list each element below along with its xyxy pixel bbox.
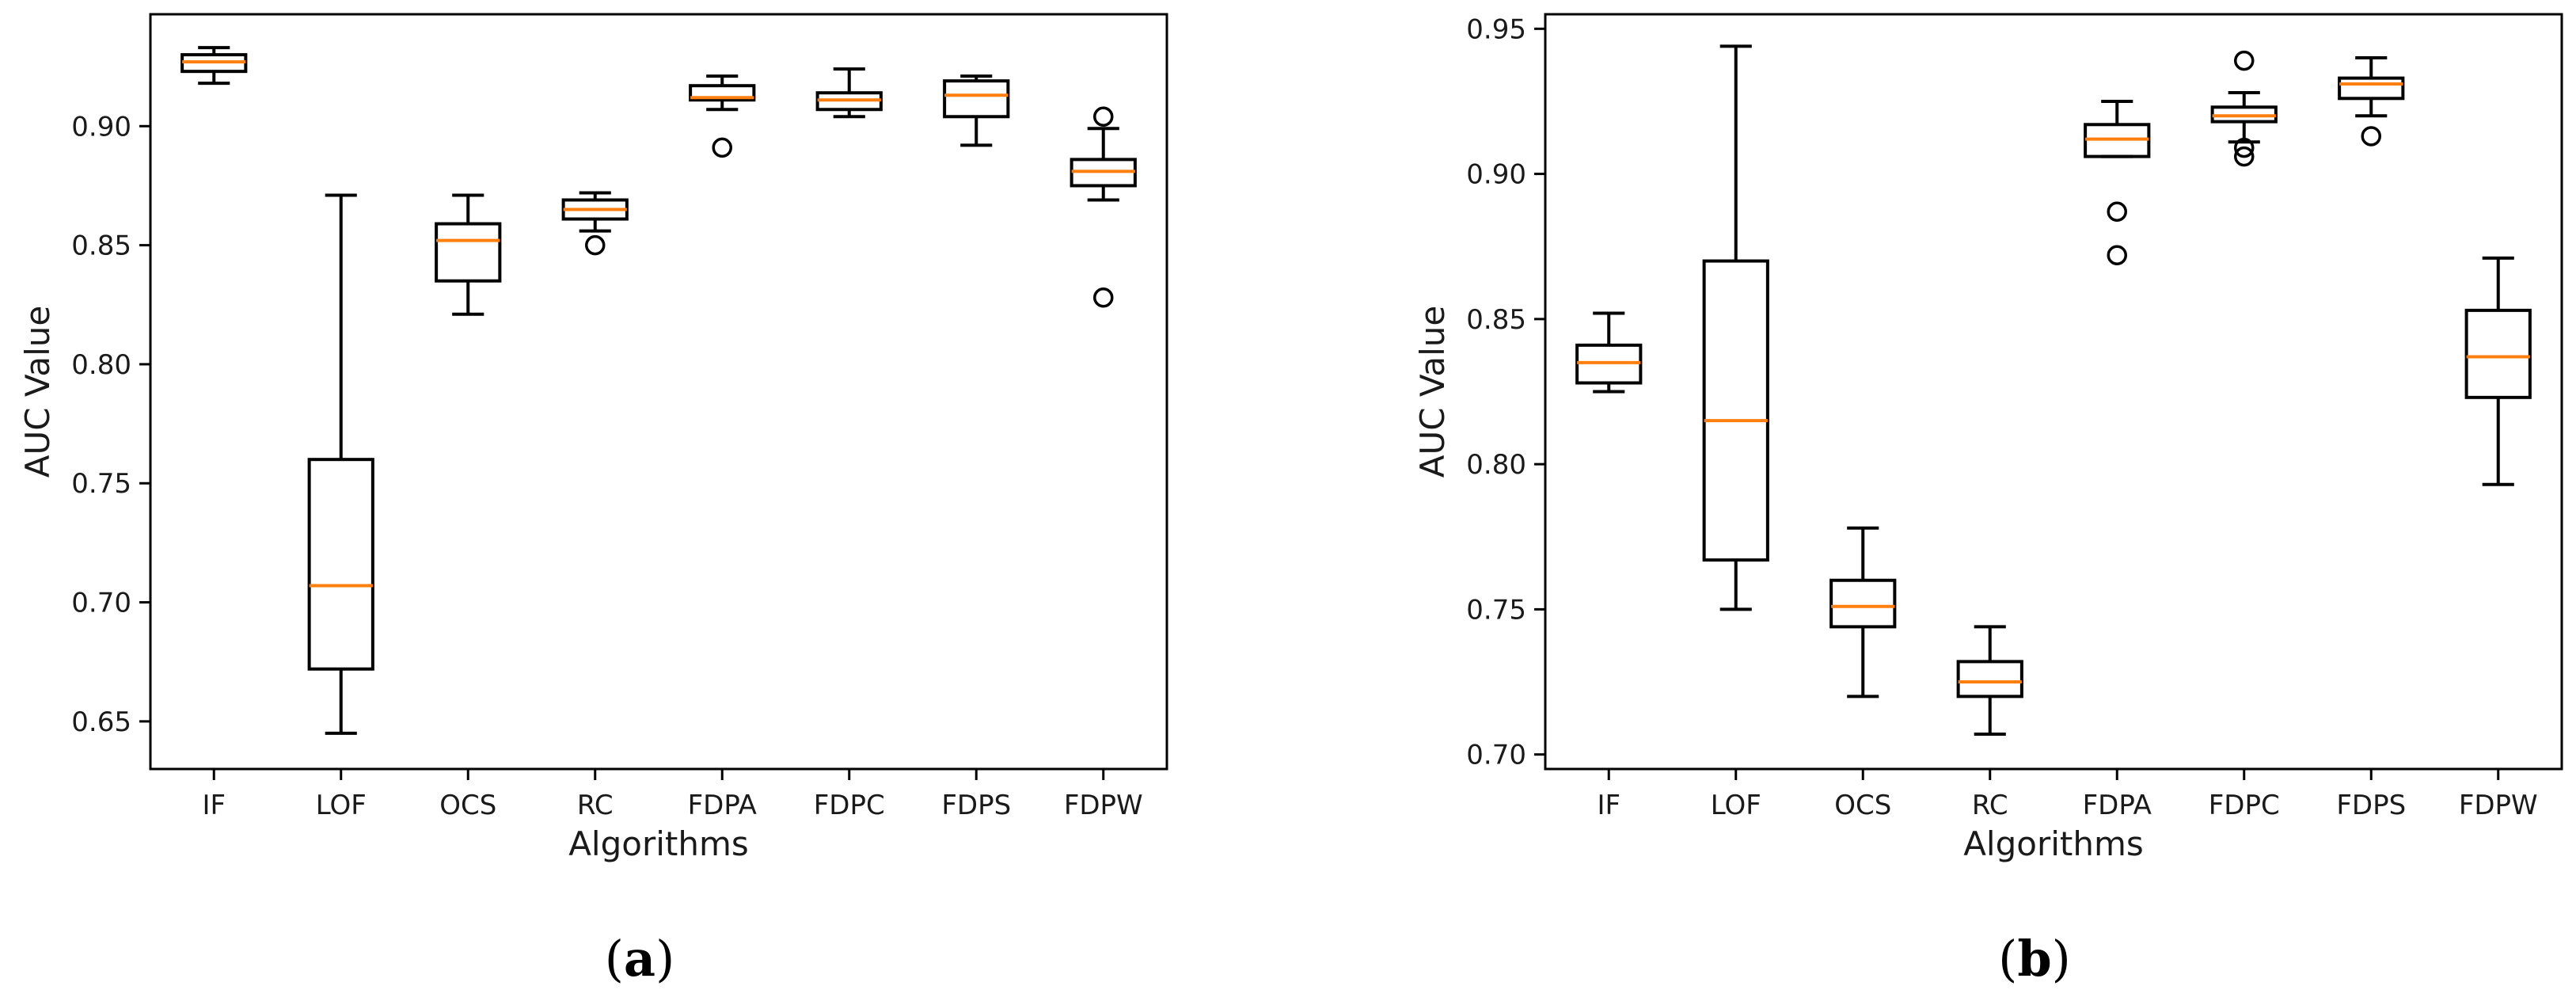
x-tick-label: FDPC — [814, 790, 885, 821]
y-axis-label: AUC Value — [1413, 306, 1452, 478]
box-fdpw — [1070, 106, 1137, 308]
chart-panel-a: 0.65 0.70 0.75 0.80 0.85 0.90 IF LOF OCS RC FDPA FD… — [18, 13, 1168, 988]
x-axis-label: Algorithms — [568, 824, 749, 863]
y-tick-label: 0.75 — [1466, 594, 1526, 626]
y-tick-label: 0.85 — [71, 230, 131, 262]
iqr-box — [435, 222, 502, 283]
paren-close: ) — [655, 930, 674, 988]
outlier-point — [2361, 126, 2381, 147]
iqr-box — [1956, 660, 2023, 699]
y-tick-label: 0.65 — [71, 706, 131, 738]
iqr-box — [1702, 259, 1769, 562]
outlier-point — [2107, 201, 2127, 222]
box-fdpc — [2210, 50, 2278, 167]
iqr-box — [2338, 76, 2405, 101]
box-if — [180, 46, 248, 86]
box-ocs — [1829, 526, 1897, 699]
plot-frame — [149, 13, 1168, 771]
panel-label: (a) — [605, 930, 675, 988]
iqr-box — [943, 79, 1010, 119]
box-fdps — [2338, 55, 2405, 147]
x-tick-label: FDPS — [941, 790, 1011, 821]
box-fdps — [943, 74, 1010, 147]
panel-letter: b — [2017, 930, 2051, 988]
y-tick-label: 0.95 — [1466, 13, 1526, 45]
x-axis-label: Algorithms — [1963, 824, 2144, 863]
panel-label: (b) — [1998, 930, 2071, 988]
x-tick-label: FDPA — [2083, 790, 2152, 821]
x-tick-label: RC — [577, 790, 614, 821]
box-lof — [1702, 44, 1769, 611]
iqr-box — [1829, 578, 1897, 629]
outlier-point — [2234, 146, 2255, 167]
paren-open: ( — [1998, 930, 2017, 988]
outlier-point — [2107, 245, 2127, 265]
y-tick-label: 0.80 — [71, 349, 131, 381]
x-tick-label: FDPA — [688, 790, 757, 821]
box-fdpw — [2464, 256, 2532, 486]
chart-panel-b: 0.70 0.75 0.80 0.85 0.90 0.95 IF LOF OCS RC FDPA FD… — [1413, 13, 2563, 988]
plot-frame — [1544, 13, 2563, 771]
outlier-point — [1093, 106, 1114, 128]
x-tick-label: RC — [1972, 790, 2008, 821]
box-ocs — [435, 193, 502, 316]
x-tick-label: LOF — [316, 790, 367, 821]
y-tick-label: 0.75 — [71, 468, 131, 500]
outlier-point — [585, 234, 606, 256]
y-axis-label: AUC Value — [18, 306, 57, 478]
box-rc — [1956, 625, 2023, 737]
x-tick-label: OCS — [439, 790, 496, 821]
x-tick-label: OCS — [1834, 790, 1891, 821]
paren-open: ( — [605, 930, 624, 988]
box-lof — [307, 193, 374, 735]
y-tick-label: 0.70 — [1466, 740, 1526, 771]
y-tick-label: 0.90 — [1466, 159, 1526, 191]
y-tick-label: 0.80 — [1466, 449, 1526, 481]
box-fdpc — [815, 67, 883, 119]
x-tick-label: FDPC — [2209, 790, 2280, 821]
box-if — [1575, 311, 1643, 394]
outlier-point — [712, 137, 732, 158]
x-tick-label: FDPW — [2459, 790, 2538, 821]
box-rc — [561, 191, 629, 256]
y-tick-label: 0.70 — [71, 588, 131, 619]
paren-close: ) — [2052, 930, 2071, 988]
iqr-box — [307, 458, 374, 671]
box-fdpa — [689, 74, 756, 158]
panel-letter: a — [624, 930, 655, 988]
y-tick-label: 0.90 — [71, 111, 131, 143]
outlier-point — [2234, 137, 2255, 158]
x-tick-label: LOF — [1711, 790, 1761, 821]
x-tick-label: FDPW — [1064, 790, 1143, 821]
outlier-point — [2234, 50, 2255, 71]
iqr-box — [689, 84, 756, 102]
x-tick-label: IF — [202, 790, 226, 821]
box-fdpa — [2084, 99, 2151, 265]
y-tick-label: 0.85 — [1466, 304, 1526, 336]
x-tick-label: FDPS — [2336, 790, 2406, 821]
iqr-box — [2464, 308, 2532, 399]
x-tick-label: IF — [1597, 790, 1620, 821]
outlier-point — [1093, 287, 1114, 308]
